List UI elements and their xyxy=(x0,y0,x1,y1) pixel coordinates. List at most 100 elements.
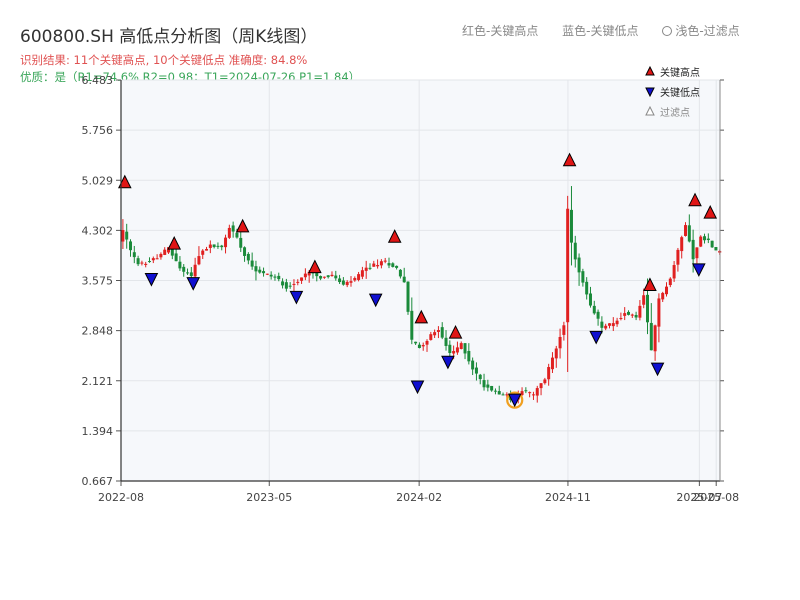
x-tick-label: 2024-02 xyxy=(396,491,442,504)
candle-body xyxy=(262,271,266,274)
candle-body xyxy=(535,388,539,396)
legend-label: 过滤点 xyxy=(660,106,690,119)
grid-lines xyxy=(120,79,720,482)
highlight-ring xyxy=(506,391,524,409)
candle-body xyxy=(467,350,471,362)
candle-body xyxy=(174,253,178,262)
candle-body xyxy=(607,323,611,326)
candle-body xyxy=(626,311,630,315)
candle-body xyxy=(672,265,676,279)
y-tick-label: 3.575 xyxy=(82,275,114,288)
candle-body xyxy=(246,253,250,261)
candle-body xyxy=(421,345,425,347)
key-low-marker xyxy=(289,290,304,305)
candle-body xyxy=(239,237,243,248)
x-tick-label: 2024-11 xyxy=(545,491,591,504)
candle-body xyxy=(634,314,638,318)
candle-body xyxy=(550,357,554,370)
candle-body xyxy=(706,238,710,241)
key-low-marker xyxy=(186,277,201,291)
candle-body xyxy=(395,265,399,268)
candle-body xyxy=(649,322,653,351)
candle-body xyxy=(197,256,201,265)
legend-label: 关键高点 xyxy=(660,66,700,79)
y-tick-label: 6.483 xyxy=(82,74,114,87)
candle-body xyxy=(398,269,402,277)
key-high-marker xyxy=(448,324,463,339)
candle-body xyxy=(558,336,562,349)
candle-body xyxy=(353,278,357,281)
key-low-marker xyxy=(441,355,455,370)
candle-body xyxy=(531,394,535,396)
candle-body xyxy=(566,208,570,323)
legend-marker-icon xyxy=(645,105,655,116)
candle-body xyxy=(250,260,254,267)
chart-title: 600800.SH 高低点分析图（周K线图） xyxy=(20,27,318,47)
x-tick-label: 2023-05 xyxy=(246,491,292,504)
candle-body xyxy=(193,264,197,277)
candle-body xyxy=(167,247,171,253)
candle-body xyxy=(665,286,669,295)
x-tick-label: 2025-07 xyxy=(676,491,722,504)
y-tick-label: 2.848 xyxy=(82,325,114,338)
key-high-marker xyxy=(167,236,182,250)
candle-body xyxy=(676,249,680,265)
key-high-marker xyxy=(703,204,718,219)
candle-body xyxy=(444,337,448,346)
candle-body xyxy=(269,274,273,277)
candle-body xyxy=(410,310,414,340)
key-high-marker xyxy=(117,174,132,189)
candle-body xyxy=(452,350,456,354)
candle-body xyxy=(463,343,467,354)
candle-body xyxy=(208,244,212,248)
header-legend: 红色-关键高点 蓝色-关键低点 浅色-过滤点 xyxy=(462,22,740,39)
candle-body xyxy=(319,276,323,279)
y-tick-label: 1.394 xyxy=(82,425,114,438)
candle-body xyxy=(231,225,235,232)
key-point-markers xyxy=(117,152,718,409)
candle-body xyxy=(254,266,258,272)
candle-body xyxy=(216,245,220,247)
candle-body xyxy=(186,272,190,274)
candle-body xyxy=(406,281,410,312)
candle-body xyxy=(539,383,543,389)
candle-body xyxy=(125,231,129,240)
legend-marker-icon xyxy=(645,87,655,98)
candle-body xyxy=(288,285,292,287)
y-tick-label: 5.756 xyxy=(82,124,114,137)
candle-body xyxy=(357,274,361,280)
candle-body xyxy=(482,380,486,388)
candle-body xyxy=(611,323,615,327)
key-high-marker xyxy=(308,259,322,274)
candle-body xyxy=(376,265,380,267)
candle-body xyxy=(201,250,205,255)
key-high-marker xyxy=(643,277,657,291)
candle-body xyxy=(235,232,239,238)
candle-body xyxy=(379,261,383,266)
x-tick-label: 2022-08 xyxy=(98,491,144,504)
candle-body xyxy=(543,379,547,384)
candle-body xyxy=(159,253,163,258)
candle-body xyxy=(638,305,642,318)
key-high-marker xyxy=(414,309,429,324)
y-tick-label: 4.302 xyxy=(82,224,114,237)
key-high-marker xyxy=(235,218,250,233)
candle-body xyxy=(596,311,600,319)
key-high-marker xyxy=(688,192,702,207)
candle-body xyxy=(360,270,364,277)
candle-body xyxy=(455,347,459,353)
candle-body xyxy=(132,252,136,258)
candle-body xyxy=(258,269,262,273)
candle-body xyxy=(524,390,528,392)
candle-body xyxy=(714,247,718,251)
candle-body xyxy=(243,247,247,256)
candle-body xyxy=(391,263,395,267)
candle-body xyxy=(212,244,216,248)
candle-body xyxy=(364,267,368,271)
candle-body xyxy=(136,258,140,265)
candle-body xyxy=(520,391,524,396)
candle-body xyxy=(440,327,444,338)
candle-body xyxy=(387,263,391,266)
candle-body xyxy=(300,277,304,281)
